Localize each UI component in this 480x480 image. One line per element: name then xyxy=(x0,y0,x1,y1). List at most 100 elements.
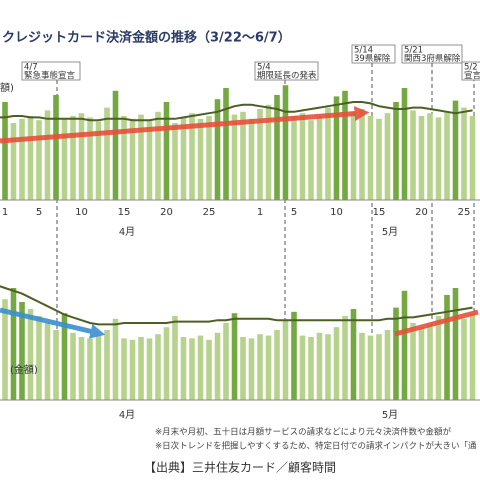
bar xyxy=(291,116,297,200)
bar xyxy=(78,113,85,200)
bar xyxy=(53,330,59,400)
bar xyxy=(138,114,144,200)
bar xyxy=(350,111,357,200)
bar xyxy=(61,118,68,200)
source: 【出典】三井住友カード／顧客時間 xyxy=(144,460,336,475)
bar xyxy=(121,338,127,400)
bar xyxy=(274,95,280,200)
annotation-box xyxy=(461,61,480,81)
x-tick-label: 15 xyxy=(373,207,386,218)
bar xyxy=(44,110,51,200)
bar xyxy=(206,339,212,400)
bar xyxy=(214,99,221,200)
bar xyxy=(78,337,85,400)
bar xyxy=(104,107,110,200)
trend-line xyxy=(0,101,473,122)
bar xyxy=(87,117,93,200)
annotation-text: 関西3府県解除 xyxy=(404,53,461,64)
bar xyxy=(299,335,306,400)
bar xyxy=(367,335,374,400)
x-tick-label: 1 xyxy=(2,207,8,218)
bar xyxy=(367,116,374,200)
arrow xyxy=(394,309,479,337)
annotation-date: 5/21 xyxy=(404,46,423,56)
bar xyxy=(231,114,238,200)
x-tick-label: 5 xyxy=(36,207,42,218)
month-label: 5月 xyxy=(382,409,398,421)
bar xyxy=(95,121,102,200)
bar xyxy=(308,120,314,200)
month-label: 4月 xyxy=(119,409,135,421)
bar xyxy=(112,90,119,200)
arrow xyxy=(0,106,370,144)
bar xyxy=(146,338,153,400)
bar xyxy=(155,111,161,200)
bar xyxy=(265,104,272,200)
bar xyxy=(19,118,25,200)
bar xyxy=(350,309,357,400)
bar xyxy=(240,337,246,400)
bar xyxy=(129,118,136,200)
bar xyxy=(469,116,476,200)
bar xyxy=(223,88,229,200)
bar xyxy=(401,88,408,200)
footnote: ※月末や月初、五十日は月額サービスの請求などにより元々決済件数や金額が xyxy=(155,427,451,438)
bar xyxy=(197,118,204,200)
bar xyxy=(376,118,382,200)
bar xyxy=(19,302,25,400)
bar xyxy=(248,118,255,200)
annotation-date: 4/7 xyxy=(24,63,38,73)
bar xyxy=(316,116,323,200)
bar xyxy=(435,117,442,200)
bar xyxy=(393,307,399,400)
bar xyxy=(333,96,340,200)
trend-line xyxy=(0,285,473,326)
x-tick-label: 25 xyxy=(458,207,471,218)
bar xyxy=(112,318,119,400)
bar xyxy=(401,290,408,400)
bar xyxy=(155,334,161,400)
bar xyxy=(418,116,425,200)
bar xyxy=(342,316,348,400)
annotation-text: 39県解除 xyxy=(354,53,391,64)
month-label: 5月 xyxy=(382,226,398,238)
x-tick-label: 15 xyxy=(118,207,131,218)
bar xyxy=(206,116,212,200)
bar xyxy=(384,330,391,400)
chart-title: クレジットカード決済金額の推移（3/22～6/7） xyxy=(2,30,291,46)
bar xyxy=(27,116,34,200)
bar xyxy=(197,335,204,400)
bar xyxy=(146,120,153,200)
bar xyxy=(95,335,102,400)
bar xyxy=(2,299,8,400)
x-tick-label: 20 xyxy=(160,207,173,218)
bar xyxy=(469,313,476,400)
bar xyxy=(214,332,221,400)
bar xyxy=(325,334,331,400)
bar xyxy=(410,110,416,200)
bar xyxy=(316,332,323,400)
bar xyxy=(333,327,340,400)
bar xyxy=(452,100,459,200)
x-tick-label: 10 xyxy=(330,207,343,218)
bar xyxy=(231,313,238,400)
x-tick-label: 10 xyxy=(75,207,88,218)
bar xyxy=(10,288,17,400)
bar xyxy=(376,334,382,400)
bar xyxy=(10,123,17,200)
bar xyxy=(452,288,459,400)
footnote: ※日次トレンドを把握しやすくするため、特定日付での請求インパクトが大きい「通 xyxy=(155,441,477,452)
annotation-text: 緊急事態宣言 xyxy=(24,70,76,81)
plot xyxy=(0,63,480,401)
bar xyxy=(359,109,365,200)
bar xyxy=(223,323,229,400)
bar xyxy=(342,90,348,200)
bar xyxy=(444,111,450,200)
bar xyxy=(180,337,187,400)
bar xyxy=(61,313,68,400)
bar xyxy=(291,311,297,400)
bar xyxy=(435,316,442,400)
bar xyxy=(70,332,76,400)
bar xyxy=(70,116,76,200)
x-tick-label: 25 xyxy=(203,207,216,218)
